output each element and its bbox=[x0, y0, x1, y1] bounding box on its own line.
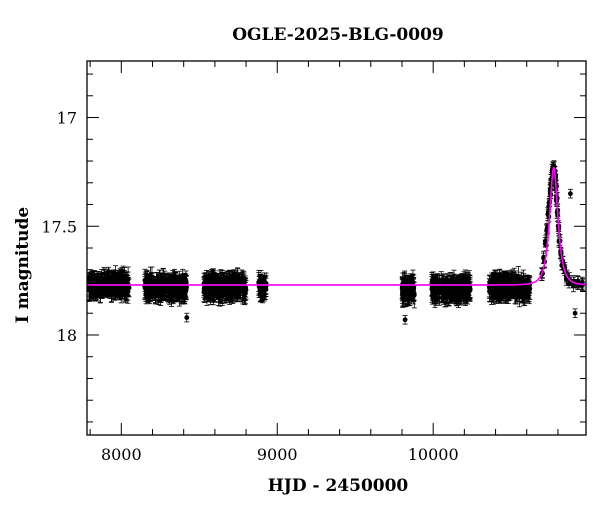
chart-title: OGLE-2025-BLG-0009 bbox=[232, 25, 444, 45]
data-point bbox=[102, 280, 108, 296]
marker bbox=[117, 286, 123, 291]
marker bbox=[148, 285, 154, 291]
marker bbox=[126, 285, 132, 291]
data-points bbox=[87, 160, 586, 325]
data-point bbox=[110, 271, 116, 294]
y-tick-label: 18 bbox=[57, 326, 77, 345]
y-tick-label: 17.5 bbox=[41, 217, 77, 236]
x-axis-label: HJD - 2450000 bbox=[268, 476, 409, 496]
marker bbox=[406, 292, 411, 298]
marker bbox=[110, 280, 115, 285]
x-tick-label: 8000 bbox=[101, 445, 142, 464]
marker bbox=[218, 287, 223, 292]
marker bbox=[102, 285, 108, 291]
marker bbox=[166, 287, 172, 293]
data-point bbox=[166, 283, 172, 298]
data-point bbox=[117, 276, 123, 301]
marker bbox=[201, 290, 207, 295]
data-point bbox=[143, 280, 149, 295]
data-point bbox=[241, 279, 247, 301]
data-point bbox=[126, 278, 132, 298]
plot-area bbox=[87, 160, 586, 325]
marker bbox=[143, 284, 148, 290]
x-tick-label: 10000 bbox=[408, 445, 459, 464]
y-axis-label: I magnitude bbox=[13, 207, 33, 324]
marker bbox=[241, 287, 247, 293]
x-tick-label: 9000 bbox=[257, 445, 298, 464]
data-point bbox=[160, 276, 166, 291]
marker bbox=[401, 286, 407, 292]
y-tick-label: 17 bbox=[57, 109, 77, 128]
marker bbox=[224, 278, 230, 283]
marker bbox=[231, 288, 237, 293]
data-point bbox=[159, 278, 165, 301]
axis-ticks: 8000 9000 10000 17 17.5 18 bbox=[41, 61, 586, 464]
